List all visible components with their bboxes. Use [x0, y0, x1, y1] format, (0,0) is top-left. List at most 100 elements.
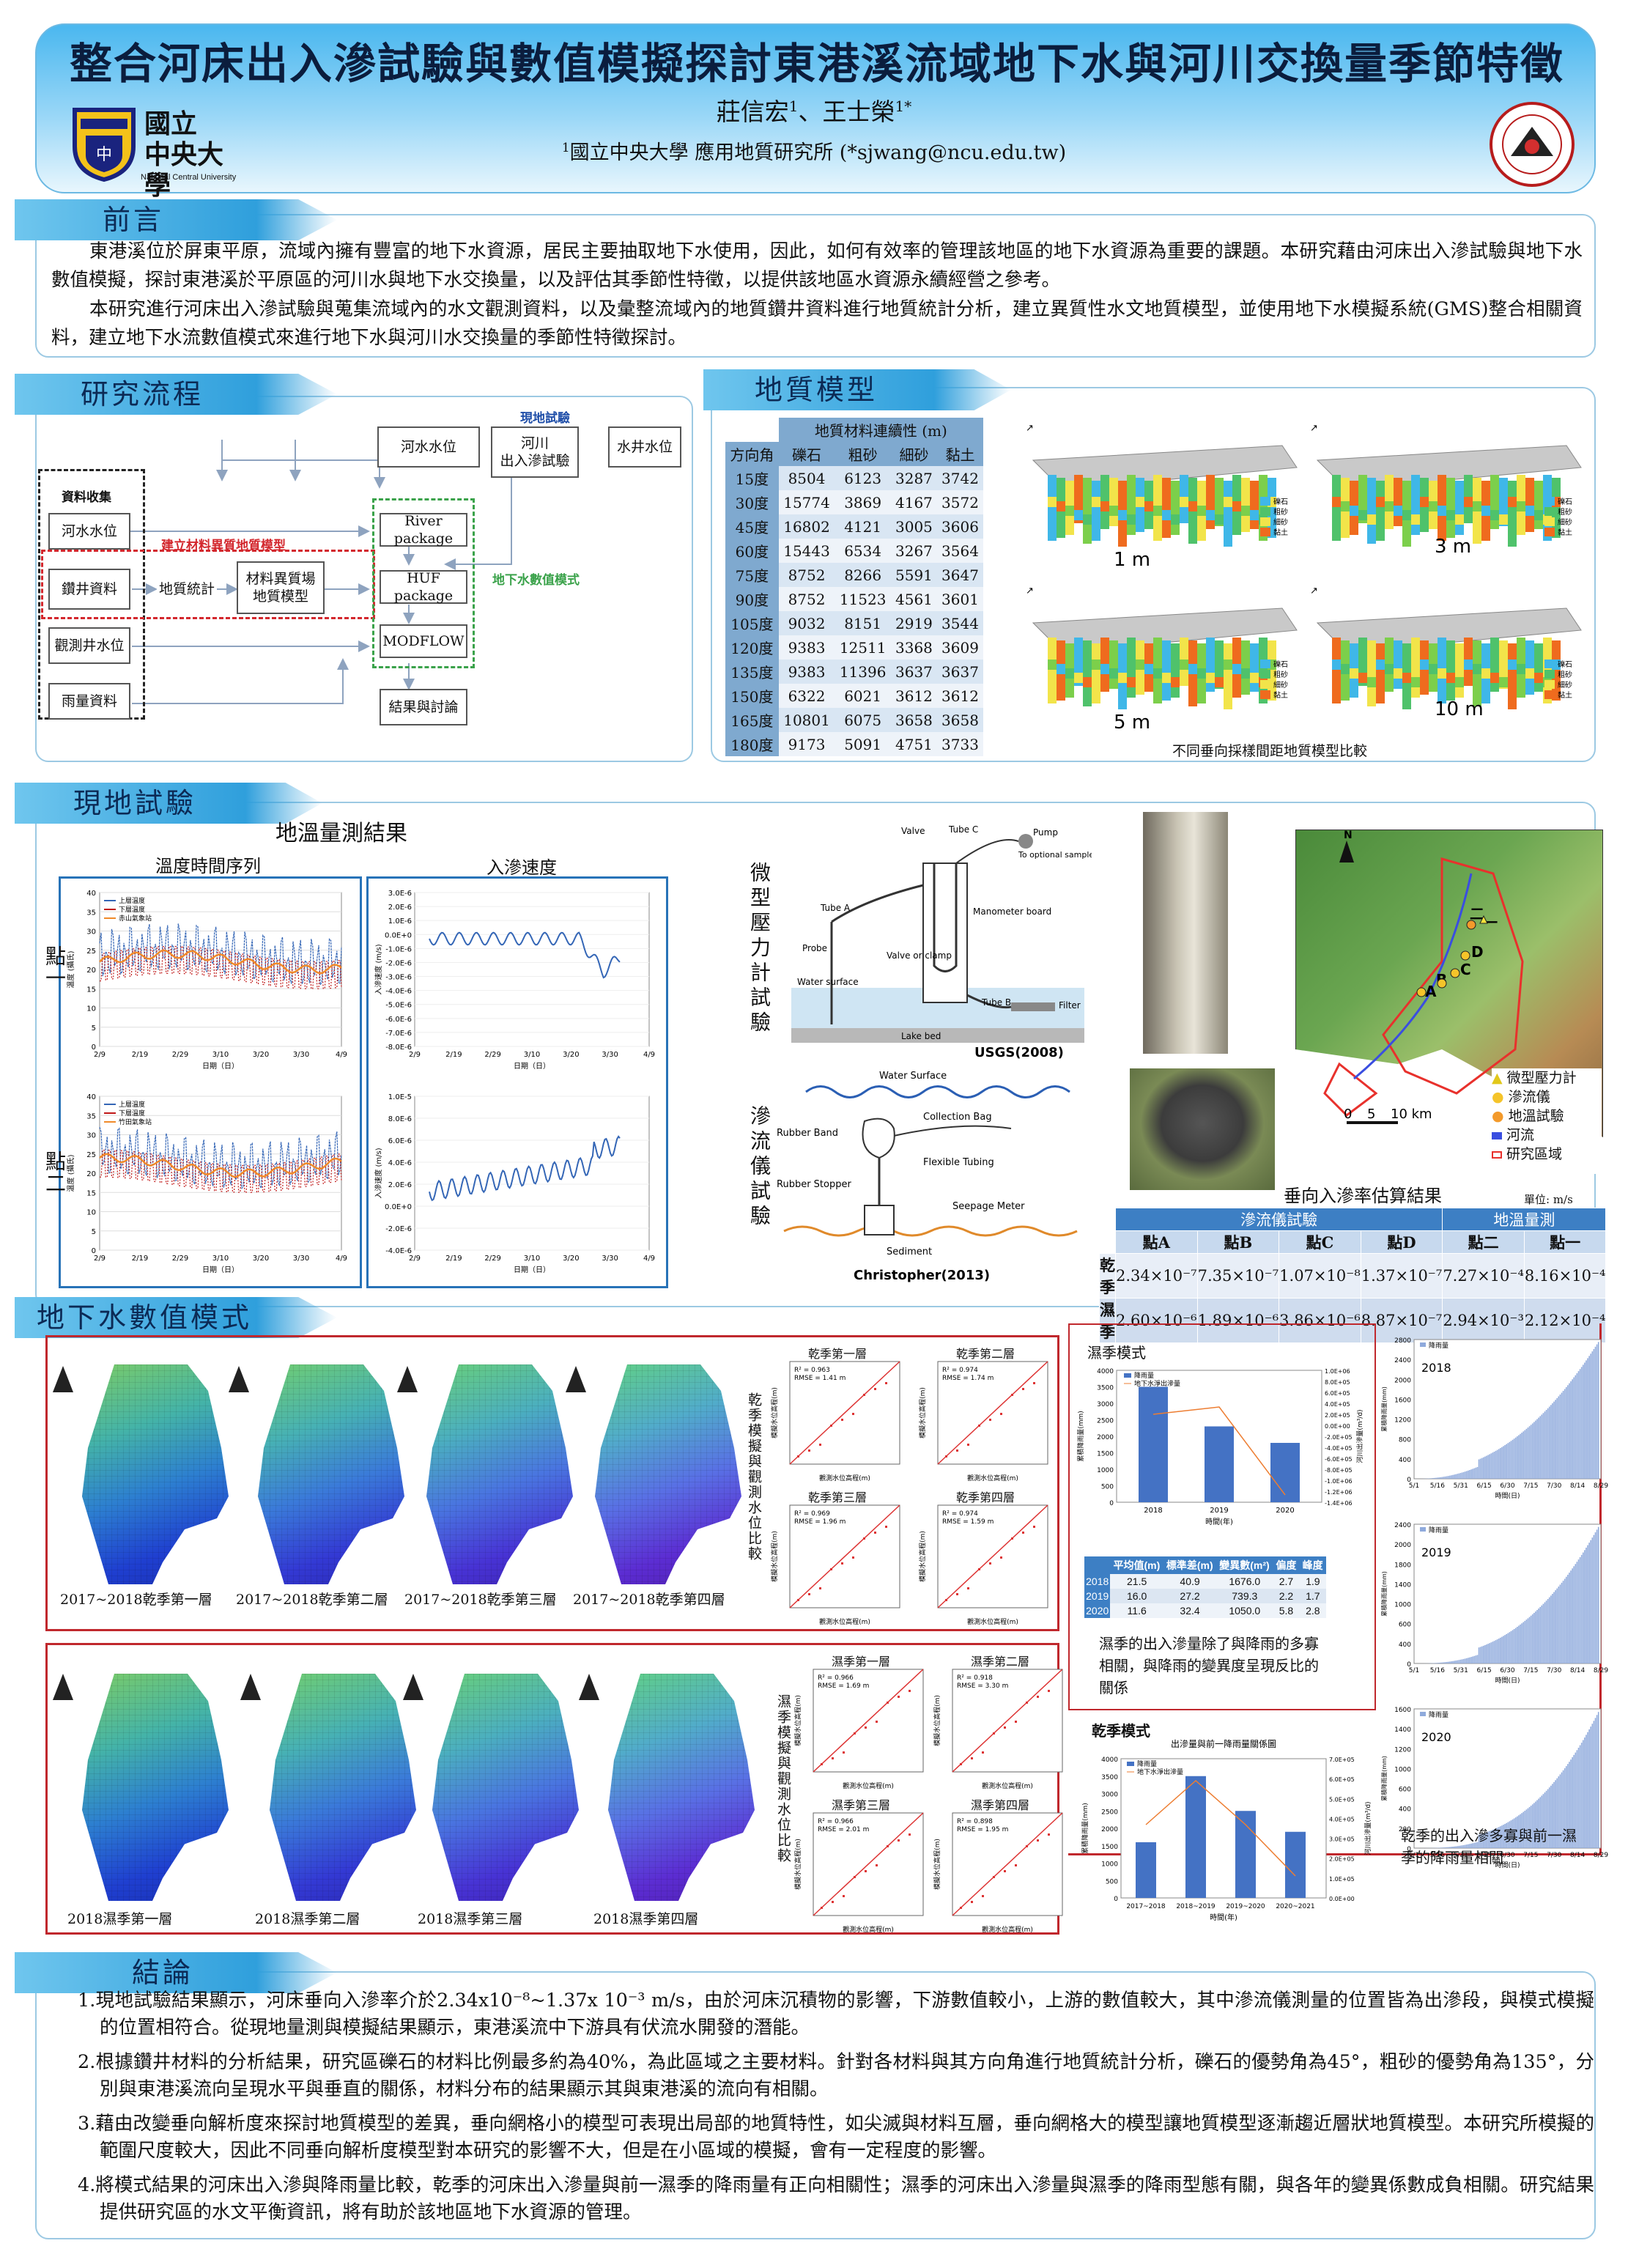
rate-title: 垂向入滲率估算結果: [1284, 1186, 1442, 1206]
scatter-title: 乾季第二層: [955, 1347, 1015, 1361]
svg-text:2000: 2000: [1394, 1377, 1411, 1384]
svg-text:2500: 2500: [1097, 1418, 1114, 1425]
temp-legend-label: 下層溫度: [119, 905, 145, 914]
svg-text:2019: 2019: [1210, 1507, 1228, 1515]
rate-cell: 8.16×10⁻⁴: [1523, 1253, 1607, 1299]
section-title-field: 現地試驗: [15, 783, 322, 824]
svg-text:5/16: 5/16: [1430, 1667, 1445, 1674]
svg-text:2000: 2000: [1101, 1826, 1118, 1833]
svg-text:模擬水位高程(m): 模擬水位高程(m): [918, 1531, 927, 1582]
geo-cell: 4561: [890, 587, 937, 611]
svg-text:觀測水位高程(m): 觀測水位高程(m): [843, 1925, 894, 1934]
svg-text:RMSE = 2.01 m: RMSE = 2.01 m: [818, 1826, 869, 1833]
stats-cell: 16.0: [1127, 1590, 1147, 1602]
temp-title: 地溫量測結果: [275, 821, 407, 846]
affiliation: 1國立中央大學 應用地質研究所 (*sjwang@ncu.edu.tw): [561, 141, 1067, 164]
svg-text:0: 0: [1407, 1661, 1411, 1669]
geo-cell: 3612: [890, 684, 937, 708]
svg-text:1.0E+06: 1.0E+06: [1325, 1368, 1350, 1375]
svg-text:-5.0E-6: -5.0E-6: [385, 1002, 412, 1010]
svg-text:地下水淨出滲量: 地下水淨出滲量: [1134, 1379, 1180, 1388]
svg-text:2800: 2800: [1394, 1337, 1411, 1345]
section-title-intro: 前言: [15, 199, 337, 240]
legend-seepage: ● 滲流儀: [1492, 1089, 1550, 1105]
svg-text:日期（日）: 日期（日）: [202, 1062, 239, 1071]
geo-legend-label: 礫石: [1273, 660, 1288, 669]
scatter-plot: 乾季第一層 R² = 0.963 RMSE = 1.41 m 觀測水位高程(m) 模擬水…: [768, 1344, 907, 1488]
christopher-cite: Christopher(2013): [854, 1268, 990, 1283]
dry-map-caption: 2017~2018乾季第三層: [404, 1592, 557, 1608]
seepage-label: Rubber Stopper: [777, 1179, 851, 1190]
geo-col: 細砂: [890, 442, 937, 466]
svg-text:5.0E+05: 5.0E+05: [1329, 1796, 1355, 1803]
geo-continuity-table: 地質材料連續性 (m) 方向角 礫石 粗砂 細砂 黏土 15度 8504 6123 3…: [725, 418, 983, 756]
svg-text:6/15: 6/15: [1477, 1852, 1492, 1859]
scatter-plot: 濕季第三層 R² = 0.966 RMSE = 2.01 m 觀測水位高程(m) 模擬水…: [791, 1795, 930, 1939]
svg-text:800: 800: [1399, 1437, 1411, 1444]
scatter-title: 乾季第三層: [807, 1491, 867, 1504]
svg-text:8/29: 8/29: [1594, 1482, 1608, 1490]
svg-text:25: 25: [86, 1151, 96, 1159]
svg-text:8/14: 8/14: [1570, 1667, 1585, 1674]
svg-text:↗: ↗: [1310, 586, 1318, 596]
svg-text:2/9: 2/9: [409, 1051, 421, 1059]
wet-map-caption: 2018濕季第三層: [418, 1911, 523, 1927]
manometer-diagram: Valve Tube C Pump Tube A Probe Water sur…: [791, 824, 1092, 1060]
svg-text:RMSE = 1.74 m: RMSE = 1.74 m: [942, 1375, 994, 1382]
svg-text:2.0E+05: 2.0E+05: [1325, 1412, 1350, 1419]
dry-map-caption: 2017~2018乾季第二層: [236, 1592, 388, 1608]
svg-text:6.0E-6: 6.0E-6: [388, 1137, 412, 1145]
svg-text:2/9: 2/9: [409, 1255, 421, 1263]
svg-text:日期（日）: 日期（日）: [514, 1266, 550, 1274]
svg-text:1500: 1500: [1101, 1844, 1118, 1851]
svg-text:降雨量: 降雨量: [1429, 1526, 1448, 1534]
svg-text:3000: 3000: [1097, 1401, 1114, 1408]
rain-chart-2018: 0 400 800 1200 1600 2000 2400 2800 5/1 5/16 5/31 6/…: [1380, 1337, 1608, 1500]
svg-text:5/1: 5/1: [1409, 1667, 1419, 1674]
flow-green-label: 地下水數值模式: [492, 573, 580, 588]
svg-text:3.0E-6: 3.0E-6: [388, 890, 412, 898]
geo-cell: 15度: [725, 466, 779, 490]
point2-label: 點二: [42, 1150, 67, 1194]
stats-cell: 2020: [1084, 1603, 1111, 1618]
svg-text:3/20: 3/20: [563, 1255, 579, 1263]
manometer-label: Water surface: [797, 977, 859, 987]
stats-head-cell: 標準差(m): [1166, 1559, 1213, 1571]
svg-text:0: 0: [1114, 1896, 1118, 1903]
geo-cell: 3287: [890, 466, 937, 490]
usgs-cite: USGS(2008): [974, 1045, 1064, 1060]
north-arrow-icon: [53, 1366, 73, 1392]
geo-model-caption: 不同垂向採樣間距地質模型比較: [1172, 743, 1368, 759]
svg-text:4.0E+05: 4.0E+05: [1329, 1816, 1355, 1822]
section-title-flow: 研究流程: [15, 374, 337, 415]
svg-text:8/29: 8/29: [1594, 1667, 1608, 1674]
geo-table-row: 75度 8752 8266 5591 3647: [725, 563, 983, 587]
infil-chart-1: 3.0E-6 2.0E-6 1.0E-6 0.0E+0 -1.0E-6 -2.0E-6 -3…: [374, 890, 655, 1071]
temp-legend-label: 上層溫度: [119, 896, 145, 905]
svg-text:降雨量: 降雨量: [1429, 1710, 1448, 1719]
svg-text:8/29: 8/29: [1594, 1852, 1608, 1859]
svg-text:1.0E-6: 1.0E-6: [388, 917, 412, 926]
geo-cell: 5591: [890, 563, 937, 587]
svg-text:↗: ↗: [1026, 423, 1034, 434]
map-point-label: C: [1460, 961, 1471, 978]
svg-text:2/29: 2/29: [172, 1255, 188, 1263]
section-title-numeric: 地下水數值模式: [15, 1297, 337, 1338]
geo-table-row: 105度 9032 8151 2919 3544: [725, 611, 983, 635]
north-arrow-icon: [579, 1674, 599, 1700]
svg-text:5/31: 5/31: [1454, 1482, 1468, 1490]
stats-head-cell: 峰度: [1302, 1559, 1323, 1571]
geo-cell: 12511: [835, 635, 891, 660]
dry-note: 乾季的出入滲多寡與前一濕季的降雨量相關: [1401, 1827, 1577, 1866]
svg-text:7/30: 7/30: [1547, 1482, 1561, 1490]
geo-table-row: 45度 16802 4121 3005 3606: [725, 514, 983, 539]
svg-text:R² = 0.974: R² = 0.974: [942, 1510, 978, 1518]
svg-text:R² = 0.966: R² = 0.966: [818, 1674, 854, 1682]
stats-head-cell: 偏度: [1276, 1559, 1297, 1571]
rate-head-cell: 點一: [1523, 1230, 1607, 1254]
stats-cell: 2018: [1084, 1574, 1111, 1589]
rate-cell: 3.86×10⁻⁶: [1279, 1298, 1361, 1343]
